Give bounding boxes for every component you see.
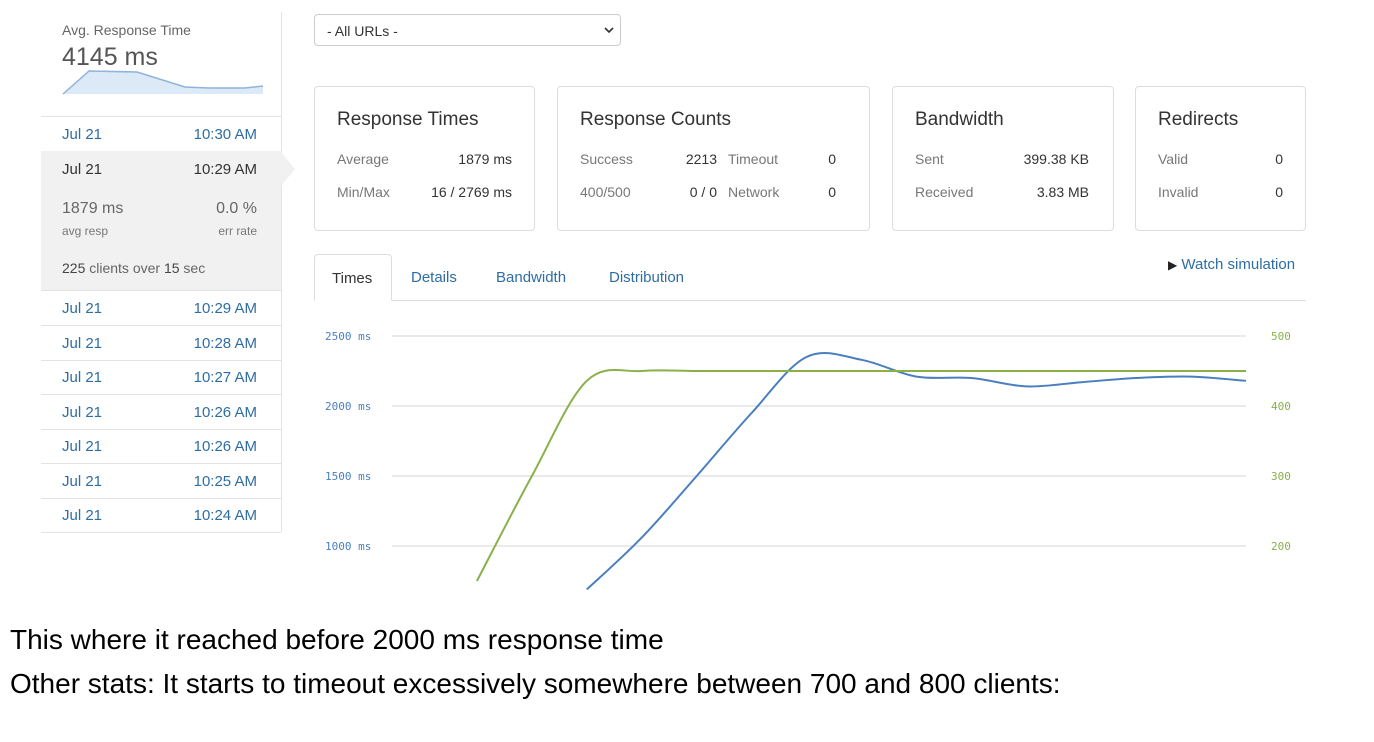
run-time: 10:26 AM (193, 404, 257, 421)
run-date: Jul 21 (62, 404, 103, 421)
y-left-tick: 2500 ms (325, 330, 371, 343)
run-time: 10:27 AM (193, 369, 257, 386)
selected-clients-summary: 225 clients over 15 sec (62, 260, 205, 276)
timeout-label: Timeout (728, 151, 779, 167)
selected-avg-resp: 1879 ms (62, 200, 124, 217)
run-date: Jul 21 (62, 438, 103, 455)
run-time: 10:24 AM (193, 507, 257, 524)
clients-count: 225 (62, 260, 86, 276)
run-time: 10:30 AM (193, 126, 257, 143)
success-value: 2213 (685, 151, 717, 167)
runs-sidebar: Avg. Response Time 4145 ms Jul 21 10:30 … (41, 12, 295, 533)
clients-sec-unit: sec (179, 260, 206, 276)
times-chart: 2500 ms 2000 ms 1500 ms 1000 ms 500 400 … (325, 330, 1291, 591)
response-counts-card: Response Counts Success 2213 Timeout 0 4… (557, 86, 870, 231)
network-value: 0 (828, 184, 836, 200)
note-line: Other stats: It starts to timeout excess… (10, 668, 1061, 699)
y-right-tick: 400 (1271, 400, 1291, 413)
run-time: 10:28 AM (193, 335, 257, 352)
minmax-label: Min/Max (337, 184, 390, 200)
invalid-value: 0 (1275, 184, 1283, 200)
note-line: This where it reached before 2000 ms res… (10, 624, 664, 655)
errors-value: 0 / 0 (689, 184, 717, 200)
run-row-selected[interactable]: Jul 21 10:29 AM 1879 ms avg resp 0.0 % e… (41, 151, 295, 291)
tab-details[interactable]: Details (396, 254, 476, 300)
run-row[interactable]: Jul 21 10:25 AM (41, 464, 281, 499)
y-right-tick: 300 (1271, 470, 1291, 483)
tab-label: Times (332, 270, 373, 287)
run-date: Jul 21 (62, 300, 103, 317)
valid-value: 0 (1275, 151, 1283, 167)
redirects-card: Redirects Valid 0 Invalid 0 (1135, 86, 1306, 231)
selected-err-rate: 0.0 % (216, 200, 257, 217)
chevron-down-icon (604, 27, 614, 34)
run-date: Jul 21 (62, 369, 103, 386)
run-time: 10:25 AM (193, 473, 257, 490)
run-row[interactable]: Jul 21 10:24 AM (41, 498, 281, 533)
run-row[interactable]: Jul 21 10:29 AM (41, 291, 281, 326)
bandwidth-card: Bandwidth Sent 399.38 KB Received 3.83 M… (892, 86, 1114, 231)
y-right-tick: 200 (1271, 540, 1291, 553)
tab-distribution[interactable]: Distribution (592, 254, 702, 300)
run-time: 10:29 AM (193, 300, 257, 317)
network-label: Network (728, 184, 780, 200)
run-time: 10:29 AM (193, 161, 257, 178)
card-title: Response Times (337, 109, 479, 130)
response-times-card: Response Times Average 1879 ms Min/Max 1… (314, 86, 535, 231)
received-value: 3.83 MB (1036, 184, 1089, 200)
selected-avg-resp-label: avg resp (62, 224, 109, 238)
run-date: Jul 21 (62, 161, 103, 178)
run-time: 10:26 AM (193, 438, 257, 455)
card-title: Response Counts (580, 109, 732, 130)
invalid-label: Invalid (1158, 184, 1199, 200)
clients-text: clients over (85, 260, 164, 276)
watch-simulation-label: Watch simulation (1181, 256, 1296, 273)
run-date: Jul 21 (62, 473, 103, 490)
watch-simulation-link[interactable]: ▶ Watch simulation (1168, 256, 1295, 273)
average-label: Average (337, 151, 389, 167)
run-date: Jul 21 (62, 126, 103, 143)
avg-response-title: Avg. Response Time (62, 22, 191, 38)
card-title: Redirects (1158, 109, 1239, 130)
tab-label: Distribution (609, 269, 685, 286)
y-left-tick: 1500 ms (325, 470, 371, 483)
run-row[interactable]: Jul 21 10:26 AM (41, 429, 281, 464)
clients-seconds: 15 (163, 260, 180, 276)
received-label: Received (915, 184, 974, 200)
avg-response-summary: Avg. Response Time 4145 ms (41, 12, 281, 117)
url-filter-select[interactable]: - All URLs - (314, 14, 621, 46)
tab-label: Bandwidth (496, 269, 567, 286)
sent-label: Sent (915, 151, 944, 167)
play-icon: ▶ (1168, 258, 1178, 272)
selected-err-rate-label: err rate (218, 224, 257, 238)
clients-series-line (476, 368, 1246, 582)
tab-bandwidth[interactable]: Bandwidth (480, 254, 584, 300)
run-row[interactable]: Jul 21 10:27 AM (41, 360, 281, 395)
tab-times[interactable]: Times (314, 254, 392, 301)
errors-label: 400/500 (580, 184, 631, 200)
y-left-tick: 1000 ms (325, 540, 371, 553)
run-date: Jul 21 (62, 507, 103, 524)
card-title: Bandwidth (915, 109, 1004, 130)
average-value: 1879 ms (458, 151, 512, 167)
avg-response-sparkline (62, 70, 264, 95)
run-row[interactable]: Jul 21 10:28 AM (41, 326, 281, 361)
run-date: Jul 21 (62, 335, 103, 352)
minmax-value: 16 / 2769 ms (431, 184, 512, 200)
timeout-value: 0 (828, 151, 836, 167)
run-row[interactable]: Jul 21 10:26 AM (41, 395, 281, 430)
valid-label: Valid (1158, 151, 1189, 167)
run-row[interactable]: Jul 21 10:30 AM (41, 117, 281, 152)
url-filter-value: - All URLs - (327, 23, 398, 39)
chart-tabs: Times Details Bandwidth Distribution (314, 254, 1306, 301)
sent-value: 399.38 KB (1023, 151, 1089, 167)
tab-label: Details (411, 269, 457, 286)
avg-response-value: 4145 ms (62, 43, 158, 71)
y-right-tick: 500 (1271, 330, 1291, 343)
response-time-series-line (586, 352, 1246, 591)
selected-indicator (281, 152, 295, 186)
success-label: Success (580, 151, 633, 167)
y-left-tick: 2000 ms (325, 400, 371, 413)
